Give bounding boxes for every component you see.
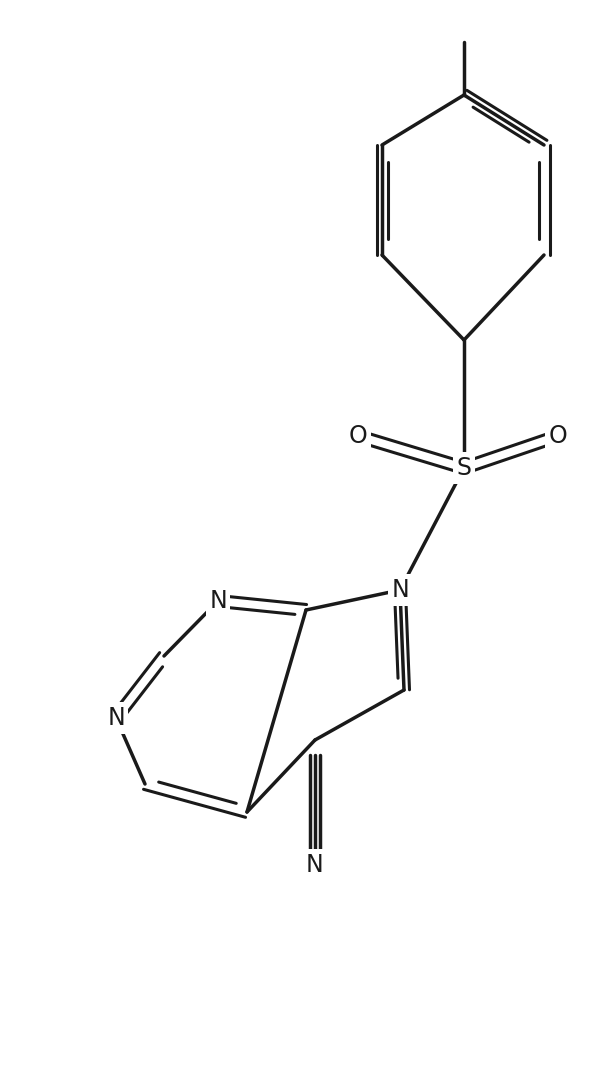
- Text: N: N: [391, 578, 409, 602]
- Text: O: O: [348, 424, 367, 447]
- Text: N: N: [209, 588, 227, 613]
- Text: S: S: [457, 456, 471, 480]
- Text: N: N: [306, 853, 324, 877]
- Text: O: O: [548, 424, 567, 447]
- Text: N: N: [107, 706, 125, 731]
